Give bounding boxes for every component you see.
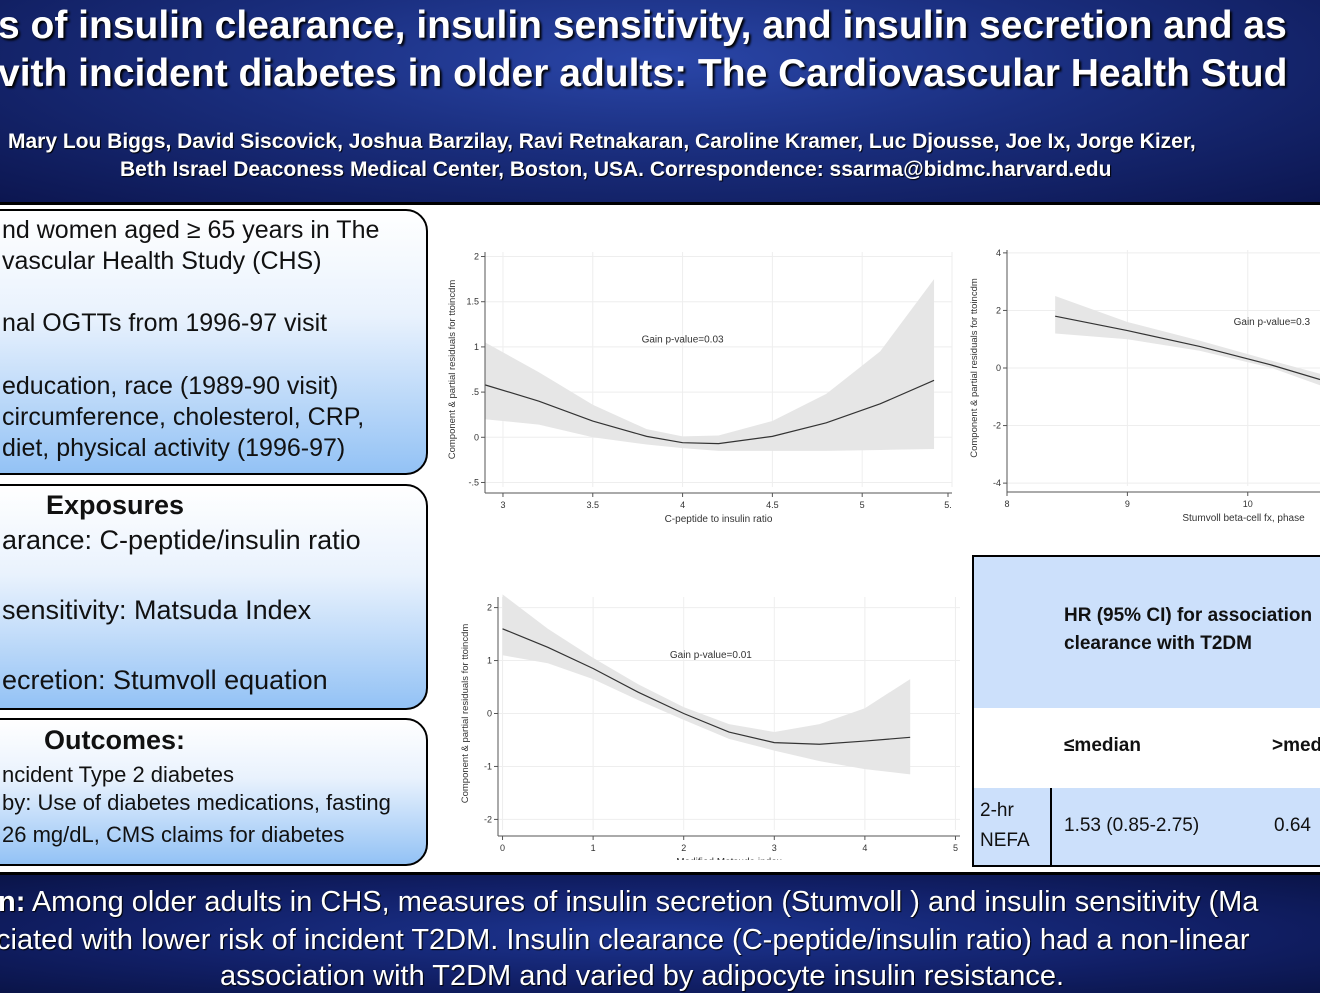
hr-table-column-row: ≤median >med [974,708,1320,790]
col-below-median: ≤median [1064,735,1141,756]
x-tick-label: 4.5 [766,500,779,510]
conclusion-label: n: [0,886,26,918]
poster-title-line-1: s of insulin clearance, insulin sensitiv… [0,4,1287,47]
y-tick-label: 1.5 [466,297,479,307]
conclusion-text-1: Among older adults in CHS, measures of i… [25,886,1259,918]
row-label-line-2: NEFA [980,830,1030,851]
confidence-band [1055,296,1320,386]
population-box: nd women aged ≥ 65 years in The vascular… [0,209,428,475]
fitted-line [484,379,935,445]
fitted-line [1055,315,1320,381]
covariates-line-2: circumference, cholesterol, CRP, [2,403,365,431]
y-tick-label: 0 [487,709,492,719]
hr-table-title-line-1: HR (95% CI) for association [1064,605,1313,626]
y-tick-label: 2 [487,603,492,613]
conclusion-line-2: ciated with lower risk of incident T2DM.… [0,924,1250,956]
exposures-box: Exposures arance: C-peptide/insulin rati… [0,484,428,710]
x-tick-label: 0 [500,843,505,853]
y-tick-label: -4 [993,478,1001,488]
y-axis-label: Component & partial residuals for ttoinc… [460,624,471,804]
y-axis-label: Component & partial residuals for ttoinc… [969,278,980,458]
y-tick-label: 0 [474,432,479,442]
exposures-heading: Exposures [46,490,185,520]
row-label-line-1: 2-hr [980,800,1014,821]
chart-insulin-secretion: -4 -2 0 2 4 8 9 10 Stumvoll beta-cell fx, phase C… [969,248,1320,524]
gain-p-value-annotation: Gain p-value=0.03 [642,334,724,345]
x-tick-label: 3.5 [587,500,600,510]
y-tick-label: -.5 [468,477,479,487]
x-tick-label: 5 [953,843,958,853]
y-tick-label: 1 [487,656,492,666]
hr-table-title-line-2: clearance with T2DM [1064,633,1252,654]
gain-p-value-annotation: Gain p-value=0.01 [670,650,752,661]
x-tick-label: 5. [944,500,952,510]
y-axis-label: Component & partial residuals for ttoinc… [447,280,458,460]
conclusion-line-1: n: Among older adults in CHS, measures o… [0,886,1258,919]
x-tick-label: 9 [1125,499,1130,509]
poster-header: s of insulin clearance, insulin sensitiv… [0,0,1320,205]
covariates-line-1: education, race (1989-90 visit) [2,372,339,400]
x-tick-label: 10 [1243,499,1253,509]
poster-title-line-2: vith incident diabetes in older adults: … [0,52,1288,95]
x-tick-label: 8 [1004,499,1009,509]
hr-table: HR (95% CI) for association clearance wi… [972,555,1320,867]
authors-line: Mary Lou Biggs, David Siscovick, Joshua … [8,130,1196,153]
outcome-line-1: ncident Type 2 diabetes [2,762,234,787]
confidence-band [485,279,935,451]
hr-value-below-median: 1.53 (0.85-2.75) [1064,815,1200,836]
x-tick-label: 5 [860,500,865,510]
x-tick-label: 3 [500,500,505,510]
y-tick-label: 4 [996,248,1001,258]
chart-insulin-clearance: -.5 0 .5 1 1.5 2 3 3.5 4 4.5 5 5. C-peptide to insul… [447,252,953,525]
exposure-line-3: ecretion: Stumvoll equation [2,665,328,695]
plot-insulin-clearance: -.5 0 .5 1 1.5 2 3 3.5 4 4.5 5 5. C-peptide to insul… [440,240,960,540]
x-tick-label: 1 [591,843,596,853]
conclusion-footer: n: Among older adults in CHS, measures o… [0,872,1320,993]
x-tick-label: 2 [681,843,686,853]
col-above-median: >med [1272,735,1320,756]
covariates-line-3: diet, physical activity (1996-97) [2,434,346,462]
y-tick-label: -2 [484,814,492,824]
x-tick-label: 4 [680,500,685,510]
y-tick-label: 2 [996,305,1001,315]
x-tick-label: 4 [862,843,867,853]
hr-table-data-row: 2-hr NEFA 1.53 (0.85-2.75) 0.64 [974,788,1320,865]
fitted-line [502,628,911,745]
exposure-line-1: arance: C-peptide/insulin ratio [2,525,361,555]
hr-table-header: HR (95% CI) for association clearance wi… [974,557,1320,710]
population-line-2: vascular Health Study (CHS) [2,247,322,275]
y-tick-label: -2 [993,421,1001,431]
outcome-line-2: by: Use of diabetes medications, fasting [2,790,391,815]
x-tick-label: 3 [772,843,777,853]
y-tick-label: 1 [474,342,479,352]
population-line-1: nd women aged ≥ 65 years in The [2,216,380,244]
y-tick-label: 0 [996,363,1001,373]
population-line-3: nal OGTTs from 1996-97 visit [2,309,328,337]
outcomes-box: Outcomes: ncident Type 2 diabetes by: Us… [0,718,428,866]
exposure-line-2: sensitivity: Matsuda Index [2,595,312,625]
outcome-line-3: 26 mg/dL, CMS claims for diabetes [2,822,345,847]
plot-insulin-sensitivity: -2 -1 0 1 2 0 1 2 3 4 5 Modified Matsuda index Compo… [458,585,968,868]
confidence-band [502,594,911,775]
outcomes-heading: Outcomes: [44,725,186,755]
hr-value-above-median: 0.64 [1274,815,1311,836]
y-tick-label: 2 [474,252,479,262]
x-axis-label: Modified Matsuda index [676,857,782,860]
chart-insulin-sensitivity: -2 -1 0 1 2 0 1 2 3 4 5 Modified Matsuda index Compo… [460,594,960,868]
plot-insulin-secretion: -4 -2 0 2 4 8 9 10 Stumvoll beta-cell fx, phase C… [965,238,1320,541]
y-tick-label: .5 [471,387,479,397]
x-axis-label: Stumvoll beta-cell fx, phase [1182,513,1305,524]
x-axis-label: C-peptide to insulin ratio [665,514,773,525]
affiliation-line: Beth Israel Deaconess Medical Center, Bo… [120,158,1112,181]
y-tick-label: -1 [484,761,492,771]
gain-p-value-annotation: Gain p-value=0.3 [1234,317,1311,328]
conclusion-line-3: association with T2DM and varied by adip… [220,960,1065,992]
